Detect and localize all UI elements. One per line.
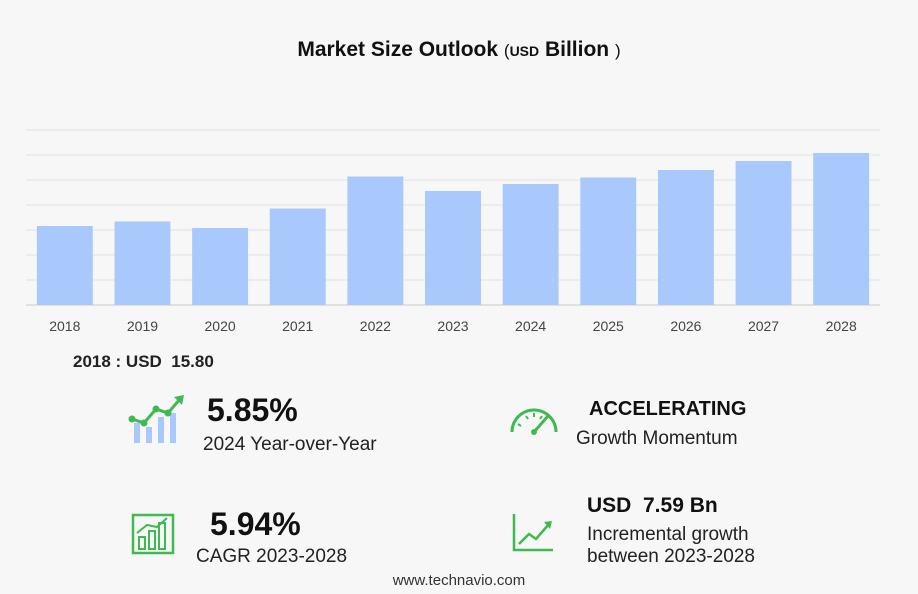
bar-2019	[114, 221, 171, 305]
yoy-label: 2024 Year-over-Year	[203, 434, 377, 455]
chart-title-close-paren: )	[614, 41, 621, 60]
bar-2024	[502, 184, 559, 305]
x-tick-label: 2025	[593, 318, 624, 334]
first-year-value: 2018 : USD 15.80	[73, 352, 214, 371]
bar-chart-rising-icon	[128, 395, 184, 443]
speedometer-icon	[510, 408, 558, 435]
incremental-label-box: Incremental growth between 2023-2028	[587, 522, 755, 568]
x-tick-label: 2019	[127, 318, 158, 334]
cagr-label: CAGR 2023-2028	[196, 546, 348, 567]
incremental-stat: USD 7.59 Bn	[587, 494, 718, 518]
momentum-stat: ACCELERATING	[589, 398, 746, 421]
x-tick-label: 2018	[49, 318, 80, 334]
cagr-value: 5.94%	[210, 506, 301, 542]
bar-chart-icon	[131, 513, 175, 555]
yoy-stat: 5.85%	[207, 394, 298, 426]
chart-title-open-paren: (	[503, 41, 510, 60]
x-tick-label: 2020	[205, 318, 236, 334]
chart-title-unit-small: USD	[509, 43, 540, 59]
bar-2020	[192, 228, 249, 305]
footer-source: www.technavio.com	[392, 572, 526, 589]
x-tick-label: 2023	[437, 318, 468, 334]
bar-2027	[735, 161, 792, 305]
incremental-label-2: between 2023-2028	[587, 546, 755, 567]
chart-title-main: Market Size Outlook	[297, 38, 499, 61]
incremental-label-1: Incremental growth	[587, 524, 749, 545]
momentum-label: Growth Momentum	[576, 428, 738, 449]
chart-title-unit: Billion	[544, 38, 610, 61]
cagr-label-box: CAGR 2023-2028	[196, 542, 347, 568]
bar-2022	[347, 176, 404, 305]
bar-2023	[425, 191, 481, 305]
yoy-value: 5.85%	[207, 392, 298, 428]
x-tick-label: 2028	[826, 318, 857, 334]
x-tick-label: 2027	[748, 318, 779, 334]
yoy-stat-label-box: 2024 Year-over-Year	[203, 430, 377, 456]
bar-2018	[36, 226, 93, 305]
x-tick-label: 2022	[360, 318, 391, 334]
cagr-stat: 5.94%	[210, 508, 301, 540]
chart-bars	[36, 153, 870, 305]
x-tick-label: 2024	[515, 318, 546, 334]
bar-2021	[269, 208, 326, 305]
x-tick-label: 2026	[670, 318, 701, 334]
incremental-value: USD 7.59 Bn	[587, 494, 718, 517]
momentum-label-box: Growth Momentum	[576, 424, 738, 450]
bar-chart: 2018 2019 2020 2021 2022 2023 2024 2025 2026 2027…	[26, 129, 880, 334]
chart-x-ticks: 2018 2019 2020 2021 2022 2023 2024 2025 2026 2027…	[49, 318, 857, 334]
bar-2025	[580, 177, 637, 305]
momentum-value: ACCELERATING	[589, 398, 747, 420]
bar-2026	[657, 170, 714, 305]
chart-title: Market Size Outlook (USD Billion )	[0, 38, 918, 62]
line-chart-icon	[512, 514, 553, 552]
x-tick-label: 2021	[282, 318, 313, 334]
bar-2028	[813, 153, 870, 305]
